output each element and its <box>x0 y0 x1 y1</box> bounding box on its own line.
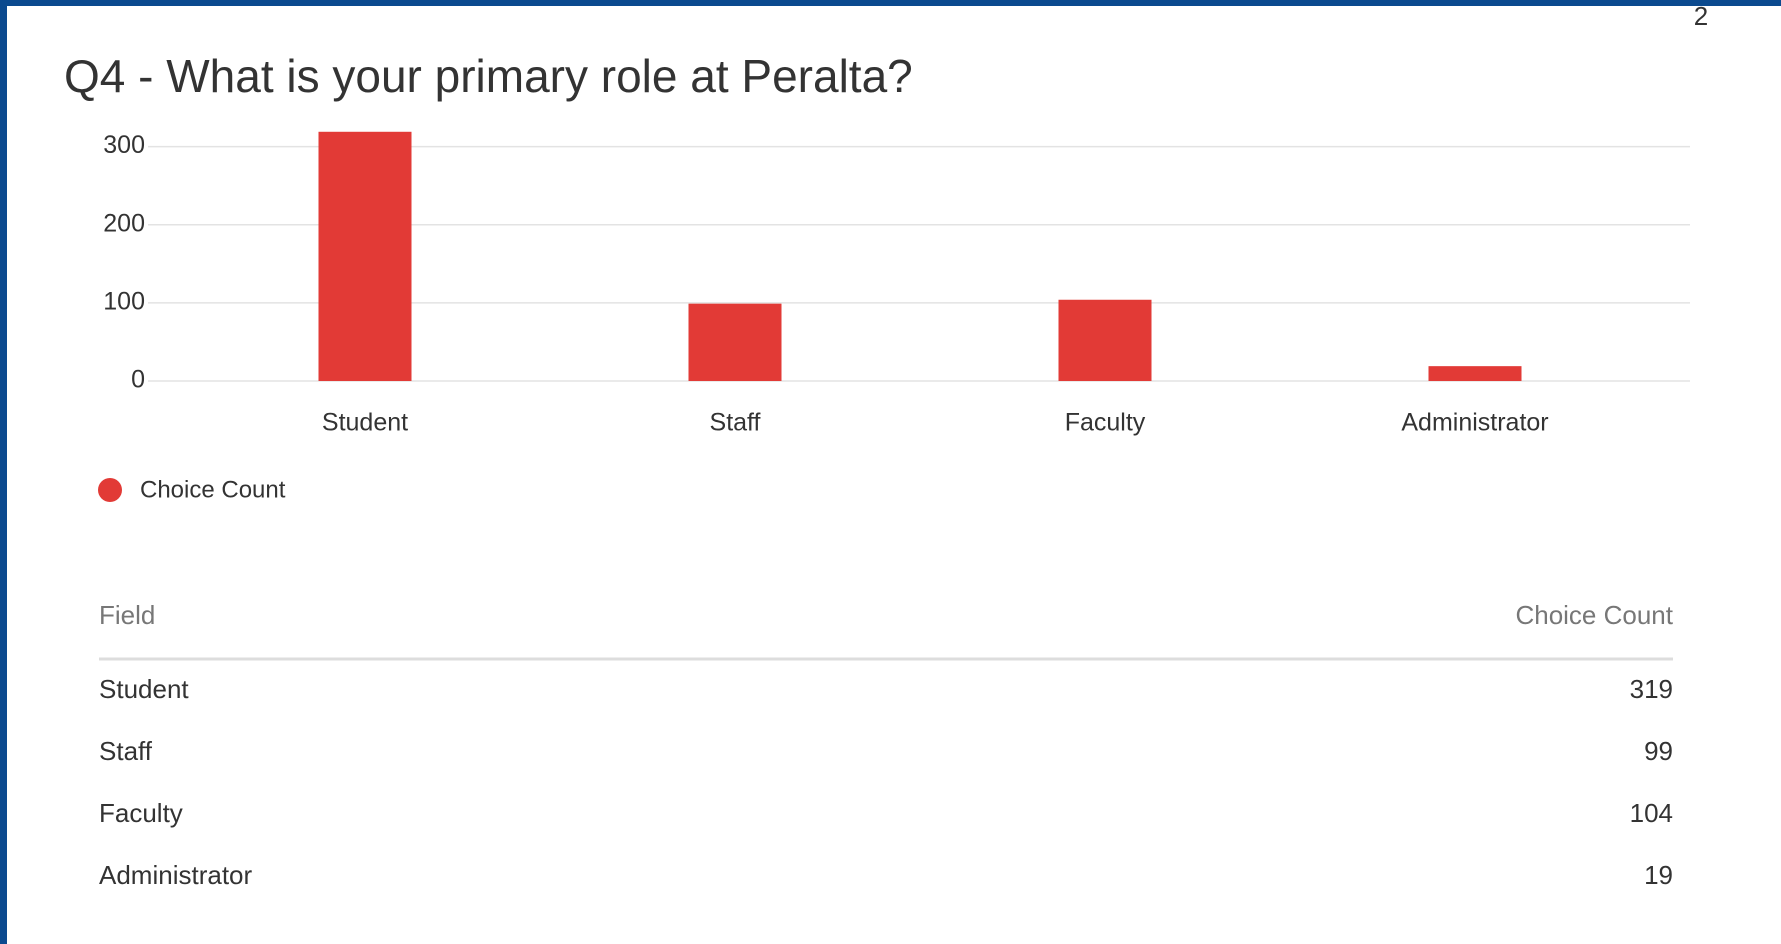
y-tick-label: 0 <box>131 366 145 394</box>
table-cell: Administrator <box>99 860 252 890</box>
y-tick-label: 100 <box>103 287 145 315</box>
bar <box>688 303 782 381</box>
bar <box>1428 366 1522 381</box>
page-number: 2 <box>1694 1 1708 31</box>
table-cell: Student <box>99 674 189 704</box>
table-header: Choice Count <box>1515 600 1673 630</box>
bar <box>1058 299 1152 381</box>
x-tick-label: Staff <box>710 409 761 437</box>
x-tick-label: Faculty <box>1065 409 1146 437</box>
chart-title: Q4 - What is your primary role at Peralt… <box>64 50 913 102</box>
y-tick-label: 300 <box>103 131 145 159</box>
table-cell: 99 <box>1644 736 1673 766</box>
table-cell: Staff <box>99 736 153 766</box>
legend-label: Choice Count <box>140 476 286 503</box>
table-cell: 19 <box>1644 860 1673 890</box>
table-cell: 104 <box>1630 798 1673 828</box>
table-cell: Faculty <box>99 798 183 828</box>
table-cell: 319 <box>1630 674 1673 704</box>
y-tick-label: 200 <box>103 209 145 237</box>
legend-marker <box>98 478 122 502</box>
table-header: Field <box>99 600 155 630</box>
left-border <box>0 0 7 944</box>
bar <box>318 131 412 381</box>
x-tick-label: Student <box>322 409 408 437</box>
top-border <box>0 0 1781 6</box>
x-tick-label: Administrator <box>1401 409 1548 437</box>
